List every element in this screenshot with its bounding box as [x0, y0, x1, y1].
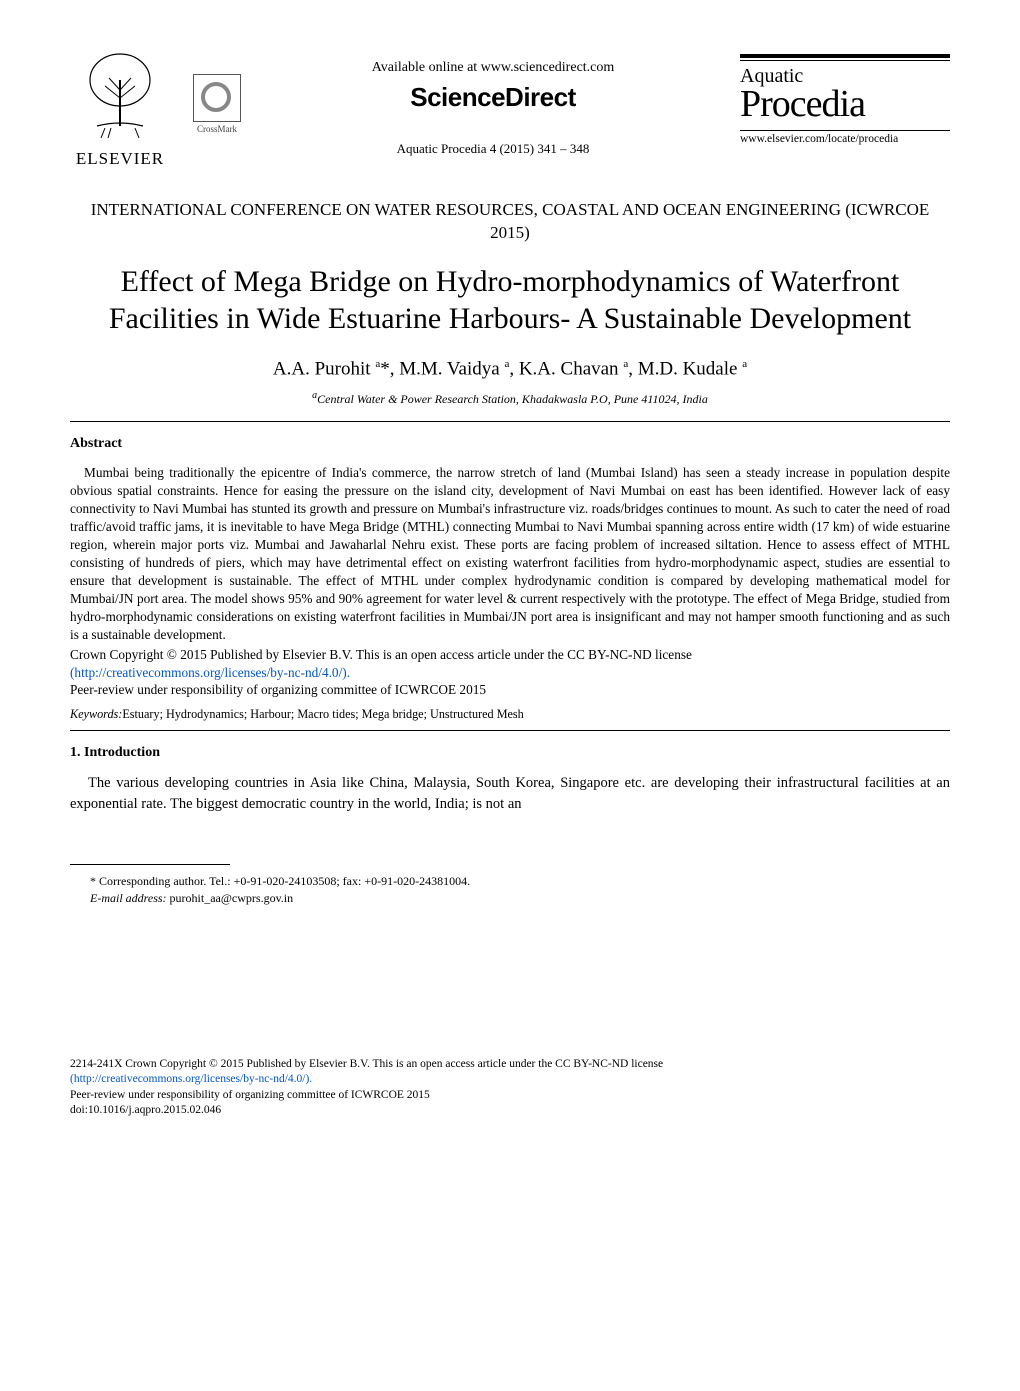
- abstract-heading: Abstract: [70, 436, 950, 452]
- intro-body: The various developing countries in Asia…: [70, 773, 950, 814]
- journal-rule: [740, 60, 950, 61]
- available-online-text: Available online at www.sciencedirect.co…: [264, 60, 722, 76]
- journal-name-line2: Procedia: [740, 82, 950, 126]
- crossmark-label: CrossMark: [188, 124, 246, 134]
- elsevier-tree-icon: [75, 50, 165, 140]
- email-label: E-mail address:: [90, 891, 167, 905]
- divider: [70, 421, 950, 422]
- intro-heading: 1. Introduction: [70, 745, 950, 761]
- keywords-block: Keywords:Estuary; Hydrodynamics; Harbour…: [70, 707, 950, 722]
- footer-doi: doi:10.1016/j.aqpro.2015.02.046: [70, 1104, 221, 1116]
- conference-name: INTERNATIONAL CONFERENCE ON WATER RESOUR…: [70, 199, 950, 245]
- license-link[interactable]: (http://creativecommons.org/licenses/by-…: [70, 665, 350, 680]
- publisher-name: ELSEVIER: [70, 149, 170, 169]
- crossmark-icon: [193, 74, 241, 122]
- journal-rule: [740, 54, 950, 58]
- center-header: Available online at www.sciencedirect.co…: [264, 50, 722, 157]
- affiliation-text: Central Water & Power Research Station, …: [317, 392, 708, 406]
- author-list: A.A. Purohit a*, M.M. Vaidya a, K.A. Cha…: [70, 358, 950, 380]
- sciencedirect-logo: ScienceDirect: [264, 82, 722, 113]
- keywords-label: Keywords:: [70, 707, 122, 721]
- corresponding-author-footnote: * Corresponding author. Tel.: +0-91-020-…: [70, 873, 950, 907]
- intro-paragraph: The various developing countries in Asia…: [70, 773, 950, 814]
- license-block: Crown Copyright © 2015 Published by Else…: [70, 646, 950, 700]
- elsevier-logo: ELSEVIER: [70, 50, 170, 169]
- journal-url[interactable]: www.elsevier.com/locate/procedia: [740, 130, 950, 145]
- corr-author-line: * Corresponding author. Tel.: +0-91-020-…: [90, 873, 950, 890]
- affiliation: aCentral Water & Power Research Station,…: [70, 390, 950, 407]
- page-footer: 2214-241X Crown Copyright © 2015 Publish…: [70, 1057, 950, 1119]
- journal-box: Aquatic Procedia www.elsevier.com/locate…: [740, 50, 950, 145]
- footnote-rule: [70, 864, 230, 865]
- crossmark-badge[interactable]: CrossMark: [188, 74, 246, 134]
- divider: [70, 730, 950, 731]
- footer-peer-review: Peer-review under responsibility of orga…: [70, 1089, 430, 1101]
- email-address: purohit_aa@cwprs.gov.in: [170, 891, 294, 905]
- article-title: Effect of Mega Bridge on Hydro-morphodyn…: [70, 263, 950, 338]
- abstract-text: Mumbai being traditionally the epicentre…: [70, 464, 950, 643]
- keywords-list: Estuary; Hydrodynamics; Harbour; Macro t…: [122, 707, 523, 721]
- license-line1: Crown Copyright © 2015 Published by Else…: [70, 647, 692, 662]
- header-row: ELSEVIER CrossMark Available online at w…: [70, 50, 950, 169]
- citation-text: Aquatic Procedia 4 (2015) 341 – 348: [264, 141, 722, 157]
- footer-license-link[interactable]: (http://creativecommons.org/licenses/by-…: [70, 1073, 312, 1085]
- abstract-body: Mumbai being traditionally the epicentre…: [70, 464, 950, 643]
- footer-copyright: 2214-241X Crown Copyright © 2015 Publish…: [70, 1058, 663, 1070]
- peer-review-line: Peer-review under responsibility of orga…: [70, 682, 486, 697]
